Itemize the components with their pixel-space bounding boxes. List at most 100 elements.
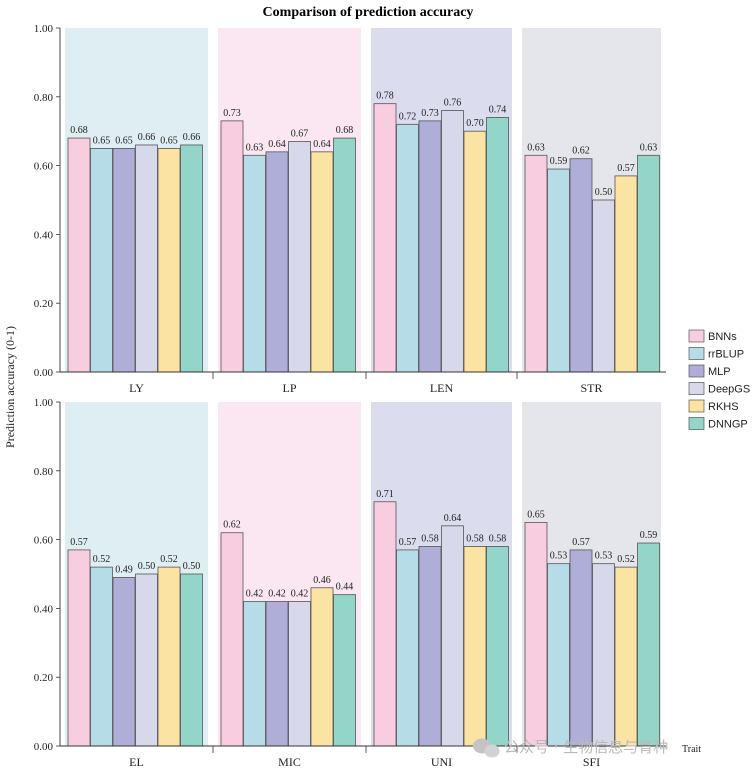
bar-str-deepgs <box>592 199 615 373</box>
data-label: 0.70 <box>466 118 484 129</box>
y-tick-label: 0.80 <box>34 92 54 104</box>
bar-uni-deepgs <box>441 525 464 747</box>
chart-title: Comparison of prediction accuracy <box>263 5 474 20</box>
data-label: 0.62 <box>223 520 241 531</box>
y-tick-label: 1.00 <box>34 23 54 35</box>
y-tick-label: 0.60 <box>34 535 54 547</box>
data-label: 0.63 <box>527 142 545 153</box>
data-label: 0.71 <box>376 489 394 500</box>
data-label: 0.58 <box>489 533 507 544</box>
category-label: LY <box>129 381 144 395</box>
data-label: 0.74 <box>489 104 507 115</box>
category-label: STR <box>580 381 602 395</box>
bar-ly-rkhs <box>157 147 181 373</box>
bar-mic-deepgs <box>288 601 311 747</box>
data-label: 0.52 <box>160 554 178 565</box>
bar-el-deepgs <box>135 573 158 747</box>
data-label: 0.76 <box>444 98 462 109</box>
legend-item-dnngp: DNNGP <box>688 417 748 431</box>
y-tick-label: 1.00 <box>34 397 54 409</box>
wechat-icon <box>473 738 500 758</box>
bar-str-rrblup <box>547 168 570 373</box>
legend-item-deepgs: DeepGS <box>688 382 750 396</box>
watermark: 公众号 · 生物信息与育种 <box>473 738 668 758</box>
bar-lp-bnns <box>220 120 244 373</box>
y-tick-label: 0.80 <box>34 466 54 478</box>
legend-item-rkhs: RKHS <box>688 399 739 413</box>
data-label: 0.64 <box>313 139 331 150</box>
legend-item-rrblup: rrBLUP <box>688 347 744 361</box>
bar-sfi-deepgs <box>592 563 615 747</box>
bar-ly-deepgs <box>135 144 158 373</box>
data-label: 0.57 <box>617 163 635 174</box>
data-label: 0.57 <box>572 537 590 548</box>
bar-el-bnns <box>67 549 91 747</box>
y-tick-label: 0.00 <box>34 367 54 379</box>
data-label: 0.62 <box>572 146 590 157</box>
bar-uni-dnngp <box>486 546 509 747</box>
y-tick-label: 0.20 <box>34 672 54 684</box>
data-label: 0.65 <box>160 135 178 146</box>
bar-uni-rkhs <box>463 546 487 747</box>
bar-str-dnngp <box>637 154 660 373</box>
legend: BNNs rrBLUP MLP DeepGS RKHS DNNGP <box>688 329 750 431</box>
data-label: 0.57 <box>70 537 88 548</box>
bar-sfi-dnngp <box>637 542 660 747</box>
bar-lp-rkhs <box>310 151 334 373</box>
bar-mic-rkhs <box>310 587 334 747</box>
data-label: 0.68 <box>70 125 88 136</box>
data-label: 0.65 <box>115 135 133 146</box>
bar-uni-mlp <box>418 546 442 747</box>
bar-el-rrblup <box>90 566 113 747</box>
category-label: EL <box>129 755 144 769</box>
legend-swatch <box>688 347 705 360</box>
legend-label: RKHS <box>708 401 739 413</box>
legend-swatch <box>688 399 705 413</box>
data-label: 0.46 <box>313 575 331 586</box>
bar-ly-rrblup <box>90 147 113 373</box>
data-label: 0.44 <box>336 582 354 593</box>
y-tick-label: 0.40 <box>34 229 54 241</box>
y-tick-label: 0.60 <box>34 161 54 173</box>
data-label: 0.59 <box>640 530 658 541</box>
y-tick-label: 0.00 <box>34 741 54 753</box>
data-label: 0.42 <box>246 589 264 600</box>
bar-lp-mlp <box>265 151 289 373</box>
data-label: 0.78 <box>376 91 394 102</box>
bar-len-mlp <box>418 120 442 373</box>
data-label: 0.73 <box>421 108 439 119</box>
data-label: 0.68 <box>336 125 354 136</box>
legend-item-mlp: MLP <box>688 364 731 378</box>
bar-uni-rrblup <box>396 549 419 747</box>
data-label: 0.49 <box>115 564 133 575</box>
legend-swatch <box>688 417 705 430</box>
legend-label: BNNs <box>708 331 737 343</box>
category-label: MIC <box>278 755 301 769</box>
chart-panels: 0.68 0.65 0.65 0.66 0.65 0.66 LY 0.73 0.63 0.64 0.… <box>34 23 666 769</box>
bar-ly-dnngp <box>180 144 203 373</box>
x-axis-label: Trait <box>682 744 701 755</box>
bar-ly-mlp <box>112 147 136 373</box>
data-label: 0.58 <box>466 533 484 544</box>
data-label: 0.66 <box>138 132 156 143</box>
panel-1: 0.68 0.65 0.65 0.66 0.65 0.66 LY 0.73 0.63 0.64 0.… <box>34 23 666 395</box>
data-label: 0.65 <box>527 509 545 520</box>
bar-mic-rrblup <box>243 601 266 747</box>
legend-item-bnns: BNNs <box>688 329 737 343</box>
data-label: 0.66 <box>183 132 201 143</box>
data-label: 0.63 <box>640 142 658 153</box>
bar-sfi-mlp <box>569 549 593 747</box>
data-label: 0.67 <box>291 129 309 140</box>
data-label: 0.53 <box>595 551 613 562</box>
data-label: 0.73 <box>223 108 241 119</box>
legend-swatch <box>688 329 705 343</box>
data-label: 0.72 <box>399 111 417 122</box>
y-tick-label: 0.20 <box>34 298 54 310</box>
bar-sfi-bnns <box>524 522 548 747</box>
legend-label: DeepGS <box>708 384 750 396</box>
data-label: 0.50 <box>595 187 613 198</box>
bar-el-rkhs <box>157 566 181 747</box>
bar-lp-rrblup <box>243 154 266 373</box>
legend-swatch <box>688 382 705 395</box>
data-label: 0.52 <box>617 554 635 565</box>
